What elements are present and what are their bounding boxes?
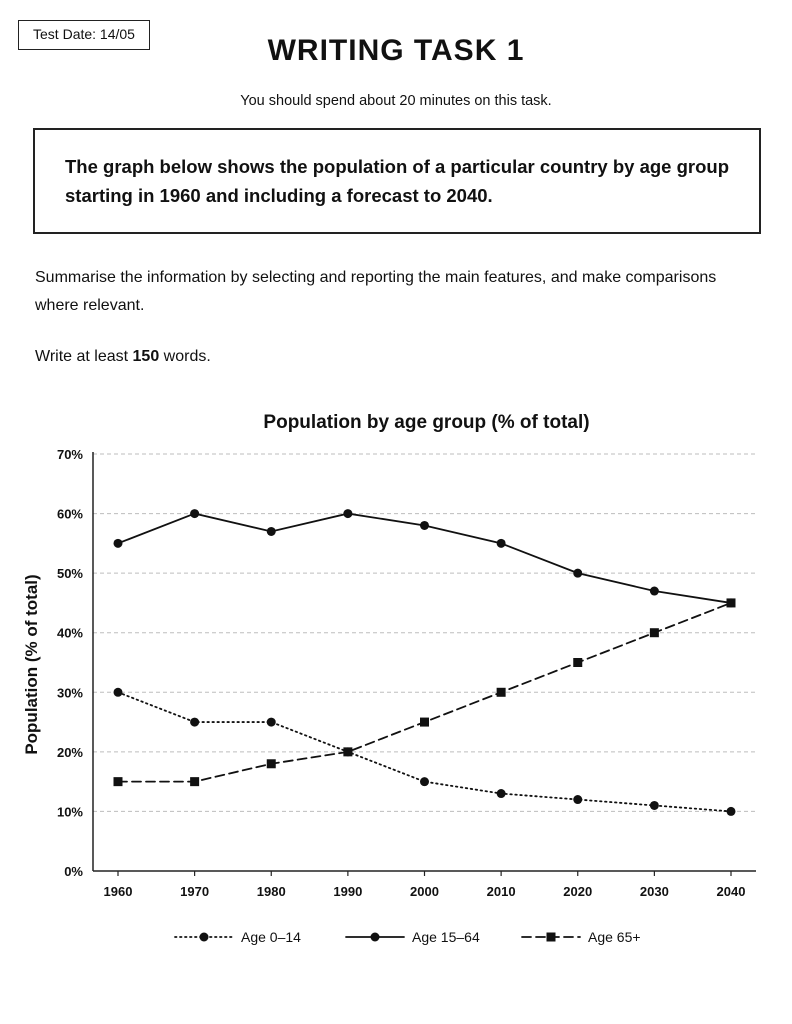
data-point-age-65 — [573, 658, 583, 667]
x-tick-label: 1980 — [257, 884, 286, 899]
data-point-age-65 — [343, 747, 353, 757]
test-date-label: Test Date: 14/05 — [18, 20, 150, 50]
y-tick-label: 10% — [57, 804, 83, 819]
legend-marker-age-65 — [546, 932, 556, 942]
word-count-number: 150 — [132, 348, 160, 365]
data-point-age-65 — [649, 628, 659, 638]
y-tick-label: 50% — [57, 566, 83, 581]
y-tick-label: 30% — [57, 685, 83, 700]
data-point-age-65 — [266, 759, 276, 769]
data-point-age-15-64 — [113, 538, 123, 548]
data-point-age-65 — [496, 687, 506, 697]
x-tick-label: 1970 — [180, 884, 209, 899]
task-prompt-box: The graph below shows the population of … — [33, 128, 761, 234]
x-tick-label: 1990 — [333, 884, 362, 899]
task-prompt-text: The graph below shows the population of … — [65, 156, 729, 206]
data-point-age-0-14 — [420, 777, 429, 787]
word-count-instruction: Write at least 150 words. — [35, 348, 211, 366]
data-point-age-0-14 — [190, 717, 200, 727]
x-tick-label: 2020 — [563, 884, 592, 899]
x-tick-label: 2000 — [410, 884, 439, 899]
y-tick-label: 0% — [64, 864, 83, 879]
line-chart: Population by age group (% of total) 0% 10… — [22, 412, 756, 945]
task-instructions: Summarise the information by selecting a… — [35, 269, 717, 314]
x-tick-label: 2010 — [487, 884, 516, 899]
word-count-prefix: Write at least — [35, 348, 133, 365]
x-tick-label: 2040 — [717, 884, 746, 899]
data-point-age-15-64 — [266, 526, 276, 536]
data-point-age-15-64 — [496, 538, 506, 548]
y-tick-label: 40% — [57, 626, 83, 641]
data-point-age-0-14 — [496, 789, 506, 799]
data-point-age-0-14 — [726, 806, 736, 816]
word-count-suffix: words. — [159, 348, 211, 365]
data-point-age-15-64 — [420, 520, 429, 530]
chart-title: Population by age group (% of total) — [263, 412, 589, 433]
time-instruction: You should spend about 20 minutes on thi… — [240, 93, 552, 109]
data-point-age-15-64 — [649, 586, 659, 596]
x-tick-label: 2030 — [640, 884, 669, 899]
y-axis-title: Population (% of total) — [22, 574, 41, 754]
legend-marker-age-15-64 — [370, 932, 380, 942]
data-point-age-0-14 — [573, 795, 583, 805]
data-point-age-15-64 — [343, 509, 353, 519]
page-title: WRITING TASK 1 — [267, 34, 525, 67]
data-point-age-0-14 — [113, 687, 123, 697]
y-tick-label: 20% — [57, 745, 83, 760]
data-point-age-65 — [726, 598, 736, 608]
legend-marker-age-0-14 — [199, 932, 209, 942]
x-tick-label: 1960 — [104, 884, 133, 899]
data-point-age-65 — [113, 777, 123, 787]
data-point-age-0-14 — [266, 717, 276, 727]
data-point-age-15-64 — [573, 568, 583, 578]
legend-label-age-15-64: Age 15–64 — [412, 929, 480, 945]
data-point-age-65 — [190, 777, 200, 787]
legend-label-age-0-14: Age 0–14 — [241, 929, 301, 945]
y-tick-label: 70% — [57, 447, 83, 462]
data-point-age-65 — [420, 717, 429, 727]
legend-label-age-65: Age 65+ — [588, 929, 641, 945]
data-point-age-15-64 — [190, 509, 200, 519]
data-point-age-0-14 — [649, 800, 659, 810]
y-tick-label: 60% — [57, 507, 83, 522]
